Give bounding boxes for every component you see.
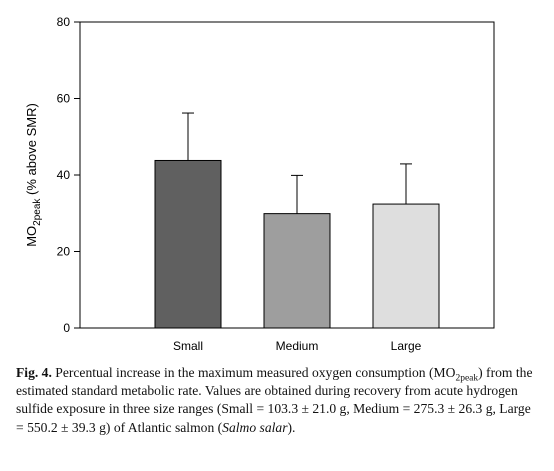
x-tick-label-small: Small [173, 339, 203, 353]
bars [154, 159, 440, 329]
error-bars [182, 112, 412, 214]
figure-caption: Fig. 4. Percentual increase in the maxim… [16, 364, 540, 437]
figure-label: Fig. 4. [16, 365, 52, 380]
x-axis-category-labels: Small Medium Large [173, 339, 422, 353]
y-tick-label-40: 40 [57, 168, 71, 182]
x-tick-label-large: Large [391, 339, 422, 353]
bar-chart: MO2peak (% above SMR) 0 20 40 60 80 Small Med… [24, 15, 495, 353]
bar-medium [263, 213, 331, 329]
y-tick-label-0: 0 [63, 321, 70, 335]
y-tick-label-60: 60 [57, 92, 71, 106]
bar-small [154, 159, 222, 329]
y-tick-label-20: 20 [57, 245, 71, 259]
y-axis-label-units: (% above SMR) [24, 103, 39, 198]
bar-large [372, 203, 440, 329]
y-axis-ticks: 0 20 40 60 80 [57, 15, 80, 335]
y-axis-title: MO2peak (% above SMR) [24, 103, 43, 247]
y-axis-label-subscript: 2peak [32, 198, 43, 226]
y-axis-label-main: MO [24, 226, 39, 247]
x-tick-label-medium: Medium [276, 339, 319, 353]
plot-frame [79, 21, 495, 329]
caption-species: Salmo salar [222, 419, 288, 435]
y-tick-label-80: 80 [57, 15, 71, 29]
caption-text-2: ) from the estimated standard metabolic … [16, 365, 533, 435]
caption-text-3: ). [287, 419, 296, 435]
y-axis-label: MO2peak (% above SMR) [24, 103, 43, 247]
caption-text-1: Percentual increase in the maximum measu… [51, 365, 456, 380]
caption-subscript: 2peak [455, 373, 479, 384]
